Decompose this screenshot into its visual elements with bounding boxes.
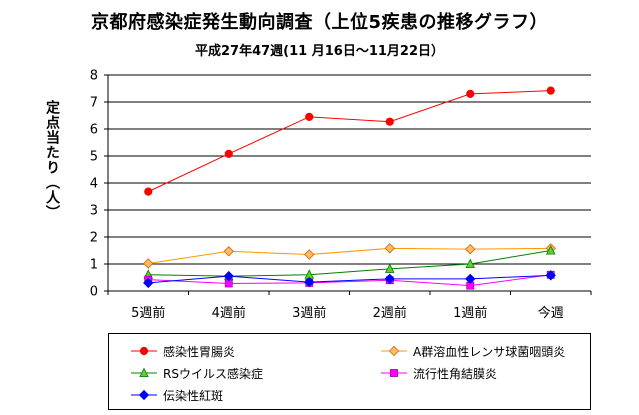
y-tick-label: 0 <box>90 285 98 300</box>
data-point-series-3 <box>465 258 475 269</box>
y-tick-label: 2 <box>90 231 98 246</box>
data-point-series-1 <box>546 86 555 95</box>
y-tick-label: 7 <box>90 96 98 111</box>
x-tick-label: 1週前 <box>453 305 487 321</box>
y-tick-label: 5 <box>90 150 98 165</box>
legend-swatch <box>381 345 407 357</box>
legend-item: 伝染性紅斑 <box>131 386 223 404</box>
legend-swatch <box>131 389 157 401</box>
legend-label: 流行性角結膜炎 <box>413 366 498 381</box>
x-tick-label: 2週前 <box>373 305 407 321</box>
legend-label: 感染性胃腸炎 <box>163 344 236 359</box>
legend-marker <box>139 346 149 356</box>
series-line-4 <box>148 274 551 287</box>
x-tick-label: 3週前 <box>292 305 326 321</box>
legend-marker <box>388 345 400 357</box>
series-line-2 <box>148 247 551 264</box>
data-point-series-5 <box>223 270 234 282</box>
data-point-series-2 <box>143 258 154 269</box>
legend-marker <box>138 389 150 401</box>
data-point-series-5 <box>384 273 395 285</box>
data-point-series-5 <box>465 273 476 285</box>
data-point-series-2 <box>223 246 234 257</box>
plot-area: 0 1 2 3 4 5 6 7 8 5週前 4週前 3週前 2週前 1週前 今週 <box>90 69 592 321</box>
series-line-5 <box>148 274 551 284</box>
y-tick-label: 8 <box>90 69 98 84</box>
legend-item: 流行性角結膜炎 <box>381 364 497 382</box>
data-point-series-3 <box>385 263 395 273</box>
data-point-series-1 <box>144 187 153 196</box>
legend-marker <box>139 367 149 378</box>
legend-item: 感染性胃腸炎 <box>131 342 235 360</box>
chart-title: 京都府感染症発生動向調査（上位5疾患の推移グラフ） <box>90 12 549 33</box>
y-tick-label: 6 <box>90 123 98 138</box>
x-tick-label: 4週前 <box>212 305 246 321</box>
series-line-3 <box>148 250 551 277</box>
y-tick-label: 1 <box>90 258 98 273</box>
legend-label: RSウイルス感染症 <box>163 366 263 381</box>
x-tick-label: 今週 <box>538 305 564 321</box>
y-tick-label: 4 <box>90 177 98 192</box>
data-point-series-1 <box>385 117 394 126</box>
x-tick-label: 5週前 <box>131 305 165 321</box>
data-point-series-1 <box>466 89 475 99</box>
legend-marker <box>390 369 398 377</box>
y-axis-label: 定点当たり（人） <box>44 100 60 220</box>
data-point-series-5 <box>143 277 154 289</box>
legend: 感染性胃腸炎 A群溶血性レンサ球菌咽頭炎 RSウイルス感染症 流行性角結膜炎伝染性紅斑 <box>108 333 591 410</box>
data-point-series-3 <box>546 245 556 255</box>
legend-label: A群溶血性レンサ球菌咽頭炎 <box>413 344 566 359</box>
legend-swatch <box>381 369 407 377</box>
data-point-series-1 <box>224 149 233 158</box>
legend-swatch <box>131 367 157 378</box>
data-point-series-2 <box>465 243 476 255</box>
data-point-series-2 <box>304 249 315 260</box>
data-point-series-2 <box>384 243 395 254</box>
legend-item: A群溶血性レンサ球菌咽頭炎 <box>381 342 565 360</box>
legend-item: RSウイルス感染症 <box>131 364 263 382</box>
series-line-1 <box>148 90 551 193</box>
chart-subtitle: 平成27年47週(11 月16日～11月22日） <box>194 44 444 59</box>
legend-label: 伝染性紅斑 <box>163 388 224 403</box>
data-point-series-1 <box>305 112 314 121</box>
data-point-series-5 <box>304 276 315 288</box>
data-point-series-5 <box>545 270 556 281</box>
y-tick-label: 3 <box>90 204 98 219</box>
legend-swatch <box>131 346 157 356</box>
